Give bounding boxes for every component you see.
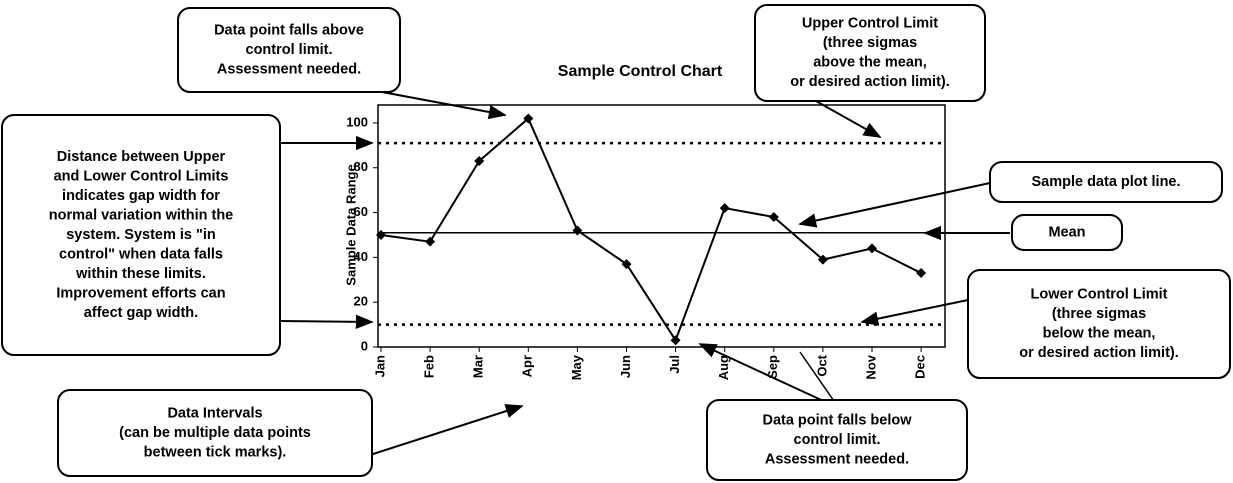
- data-point: [474, 156, 485, 167]
- callout-text: between tick marks).: [144, 444, 287, 460]
- callout-box: [706, 399, 968, 481]
- callout-text: control" when data falls: [59, 246, 223, 262]
- callout-text: indicates gap width for: [62, 188, 220, 204]
- data-point: [867, 243, 877, 254]
- x-tick-label: Nov: [863, 354, 878, 379]
- plot-area: [377, 104, 946, 348]
- callout-text: (three sigmas: [823, 35, 917, 51]
- data-point: [916, 268, 927, 279]
- callout-text: within these limits.: [75, 266, 206, 282]
- data-point: [768, 212, 779, 223]
- data-point: [670, 335, 681, 346]
- data-point: [523, 113, 534, 124]
- data-point: [719, 203, 730, 214]
- callout-text: Data point falls above: [214, 22, 364, 38]
- callout-text: control limit.: [246, 42, 333, 58]
- x-tick-label: Jun: [618, 355, 633, 378]
- y-tick-label: 60: [354, 204, 368, 219]
- callout: Sample data plot line.: [989, 161, 1223, 203]
- data-line: [380, 116, 922, 343]
- callout-text: or desired action limit).: [790, 74, 950, 90]
- x-tick-label: Oct: [814, 354, 829, 376]
- y-tick-label: 20: [354, 294, 368, 309]
- callout-text: Data point falls below: [762, 412, 912, 428]
- x-tick-label: May: [569, 354, 584, 380]
- callout-text: or desired action limit).: [1019, 345, 1179, 361]
- x-tick-label: Apr: [520, 355, 535, 377]
- callout: Lower Control Limit (three sigmas below th…: [967, 269, 1231, 379]
- data-point: [817, 254, 828, 265]
- callout-box: [1011, 214, 1123, 251]
- y-axis-label: Sample Data Range: [343, 164, 358, 285]
- callout: Data point falls above control limit. Asse…: [177, 7, 401, 93]
- x-tick-label: Sep: [765, 355, 780, 379]
- callout-box: [967, 269, 1231, 379]
- callout-text: Assessment needed.: [217, 61, 361, 77]
- data-point: [376, 229, 386, 240]
- callout: Mean: [1011, 214, 1123, 251]
- chart-title: Sample Control Chart: [558, 63, 723, 80]
- x-tick-label: Dec: [913, 355, 928, 379]
- callout-text: Lower Control Limit: [1031, 287, 1168, 303]
- callout-text: above the mean,: [813, 55, 927, 71]
- callout: Upper Control Limit (three sigmas above th…: [754, 4, 986, 102]
- y-tick-label: 0: [361, 338, 368, 353]
- x-tick-label: Jan: [372, 355, 387, 377]
- x-tick-label: Jul: [667, 355, 682, 374]
- callout-text: Distance between Upper: [57, 149, 226, 165]
- x-tick-label: Mar: [471, 355, 486, 378]
- callout-text: Data Intervals: [167, 405, 262, 421]
- callout-text: Upper Control Limit: [802, 16, 938, 32]
- callout: Data point falls below control limit. Asse…: [706, 399, 968, 481]
- callout-text: Assessment needed.: [765, 451, 909, 467]
- callout-text: and Lower Control Limits: [54, 168, 229, 184]
- x-tick-label: Aug: [716, 355, 731, 380]
- data-point: [621, 259, 632, 270]
- y-tick-label: 40: [354, 249, 368, 264]
- callout-text: (can be multiple data points: [119, 425, 311, 441]
- data-point: [425, 236, 436, 247]
- callout-box: [754, 4, 986, 102]
- callout: Data Intervals (can be multiple data poin…: [57, 389, 373, 477]
- callout-text: normal variation within the: [49, 207, 234, 223]
- callout-text: affect gap width.: [84, 305, 198, 321]
- callout-text: Improvement efforts can: [56, 285, 225, 301]
- arrows: [279, 77, 1010, 456]
- callout-text: (three sigmas: [1052, 306, 1146, 322]
- data-point: [572, 225, 583, 236]
- callout-box: [989, 161, 1223, 203]
- callout-text: system. System is "in: [66, 227, 216, 243]
- callout-box: [57, 389, 373, 477]
- callout-box: [1, 114, 281, 356]
- callout-text: Mean: [1048, 224, 1085, 240]
- y-tick-label: 80: [354, 159, 368, 174]
- callout-text: control limit.: [794, 432, 881, 448]
- y-tick-label: 100: [346, 114, 368, 129]
- callout-box: [177, 7, 401, 93]
- x-tick-label: Feb: [422, 355, 437, 378]
- callout: Distance between Upper and Lower Control …: [1, 114, 281, 356]
- callout-text: Sample data plot line.: [1031, 174, 1180, 190]
- callout-text: below the mean,: [1043, 326, 1156, 342]
